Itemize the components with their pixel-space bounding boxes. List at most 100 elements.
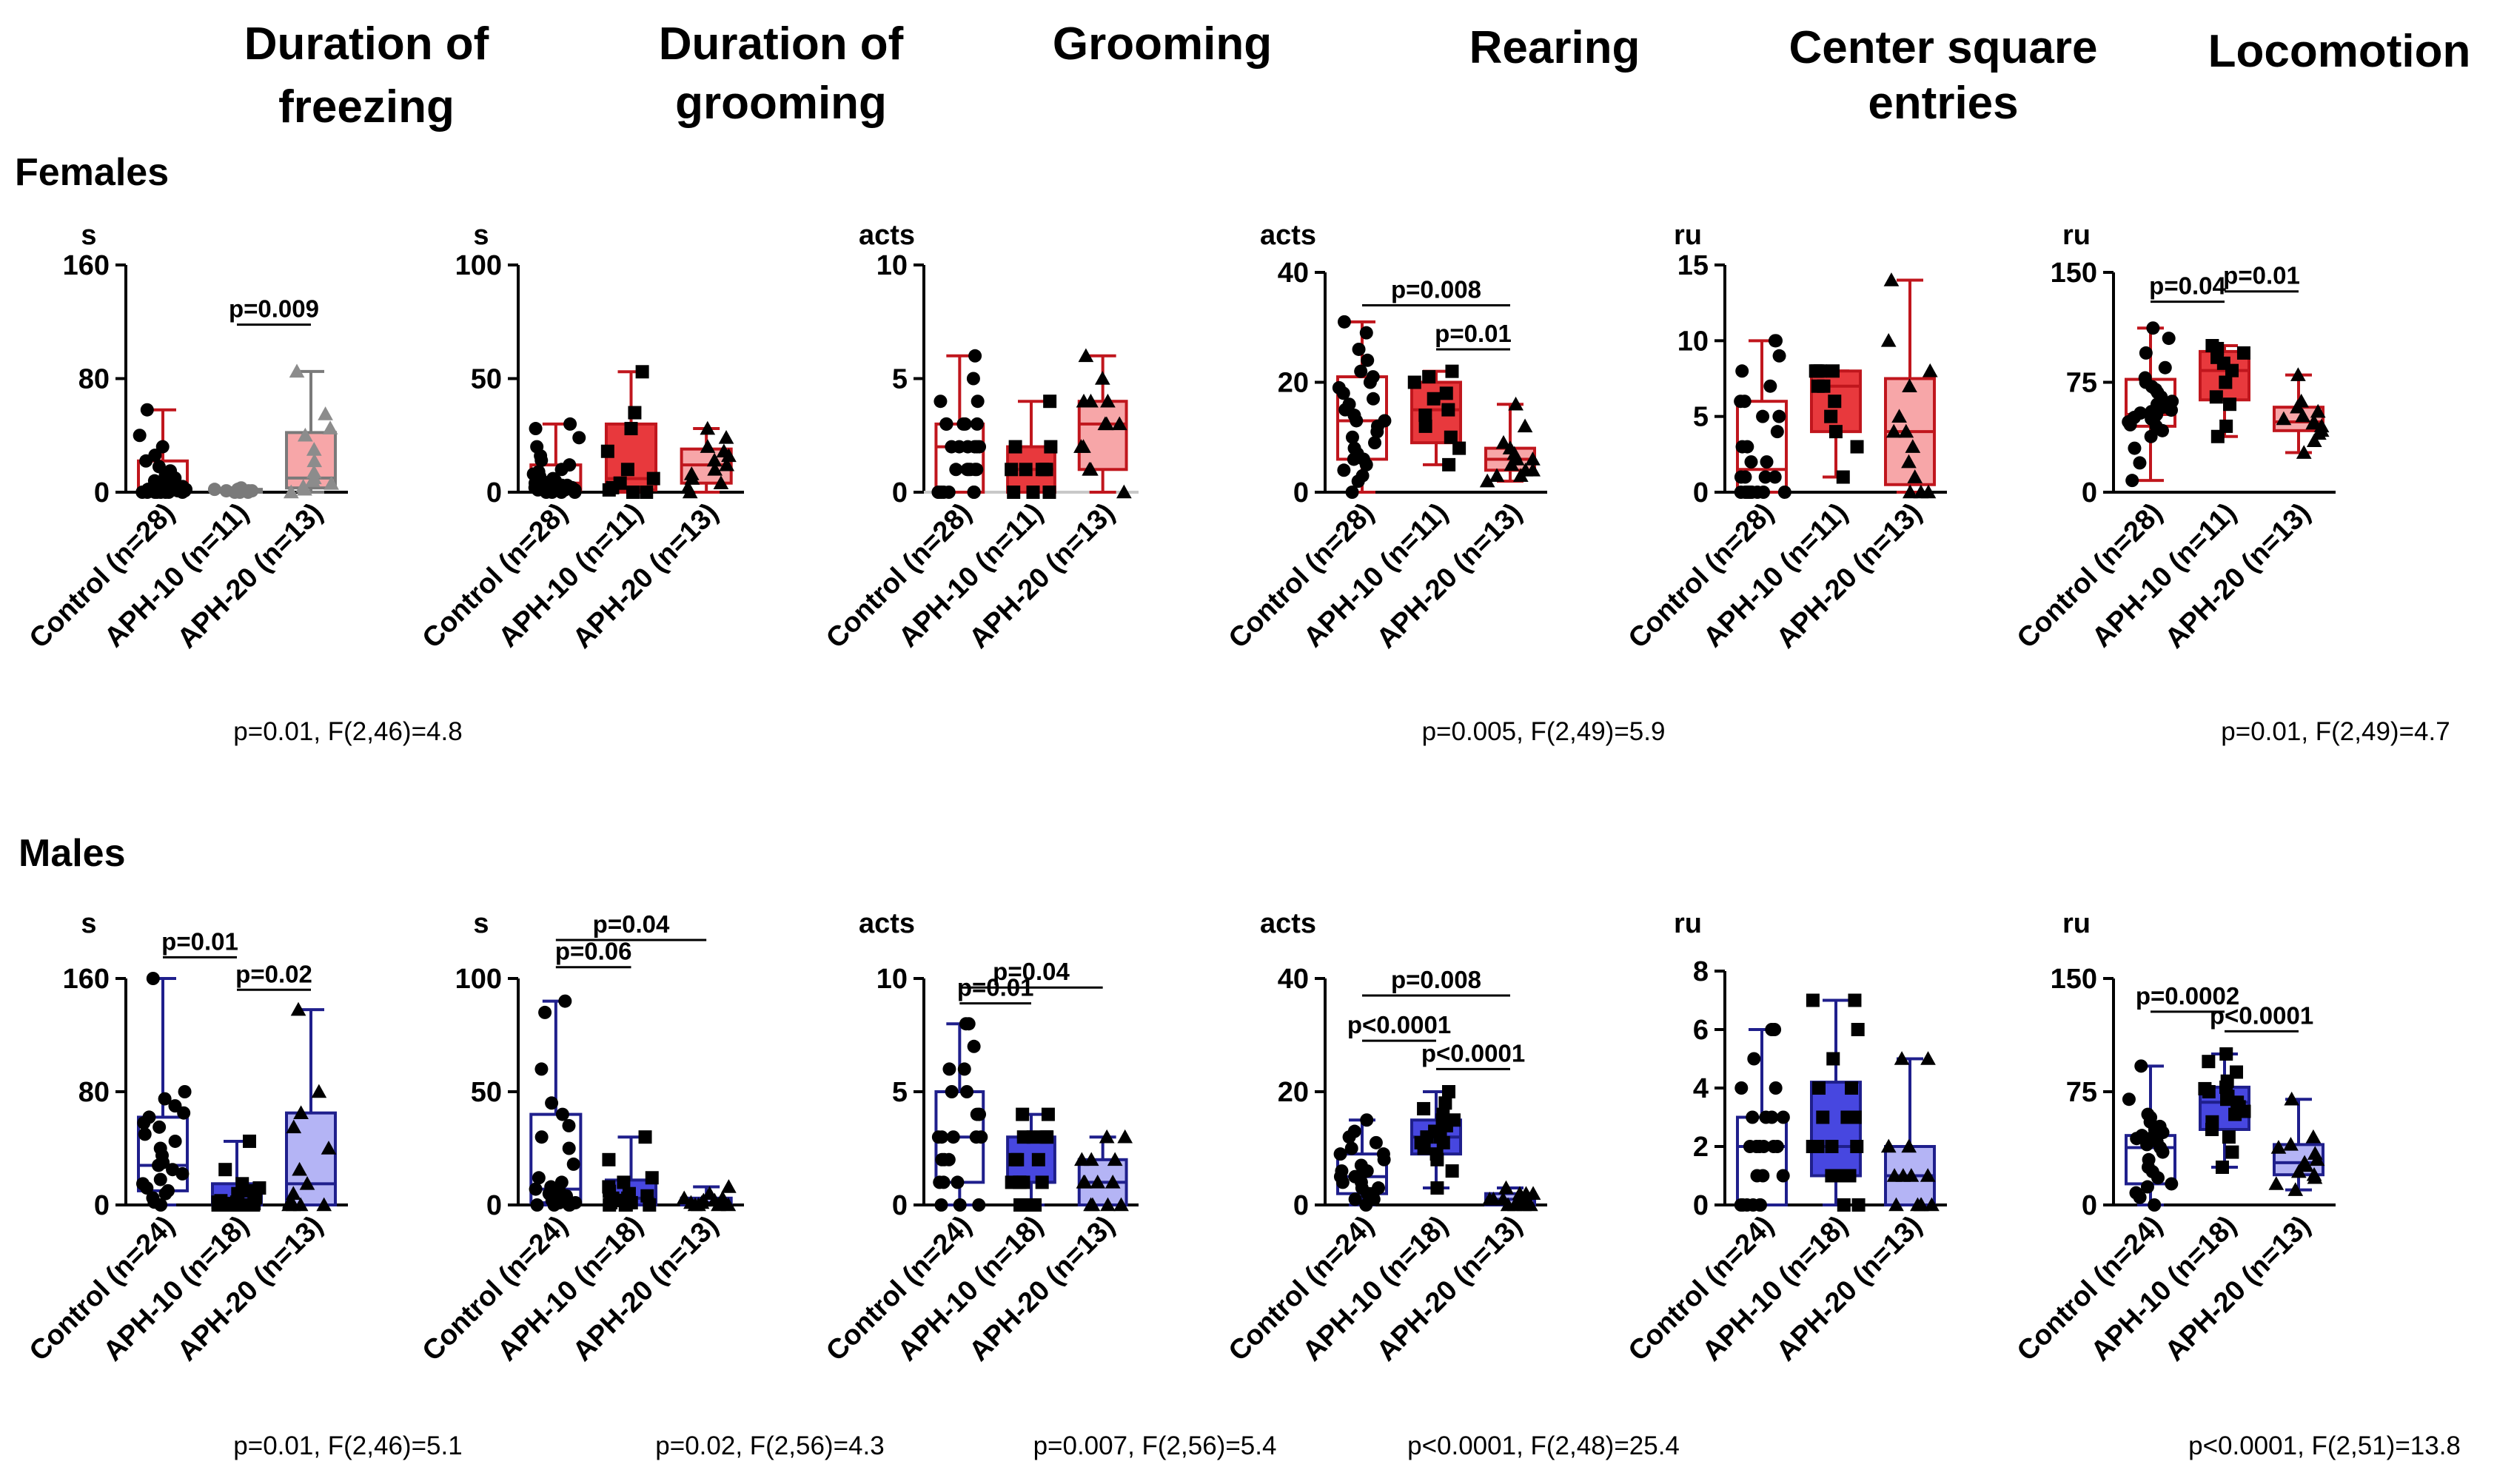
data-point <box>2270 1140 2287 1154</box>
data-point <box>935 1152 949 1166</box>
data-point <box>1825 1169 1839 1183</box>
data-point <box>1111 416 1127 431</box>
data-point <box>2296 445 2312 459</box>
y-unit-label: s <box>473 220 489 251</box>
data-point <box>138 1127 152 1141</box>
anova-stat: p=0.007, F(2,56)=5.4 <box>1033 1431 1277 1460</box>
y-tick-label: 5 <box>892 1077 908 1108</box>
data-point <box>968 349 982 363</box>
data-point <box>152 1120 167 1134</box>
data-point <box>1429 1147 1444 1161</box>
y-tick-label: 50 <box>471 1077 502 1108</box>
data-point <box>546 471 560 486</box>
data-point <box>1901 454 1917 469</box>
data-point <box>1097 416 1113 431</box>
significance-label-2: p=0.008 <box>1391 966 1481 993</box>
data-point <box>1840 1110 1854 1124</box>
data-point <box>168 1099 182 1113</box>
y-tick-label: 0 <box>486 1190 502 1221</box>
data-point <box>2158 360 2172 375</box>
data-point <box>2162 332 2176 346</box>
data-point <box>322 420 338 434</box>
data-point <box>218 1163 232 1177</box>
data-point <box>1812 1081 1826 1095</box>
data-point <box>1361 353 1375 367</box>
data-point <box>967 1039 981 1053</box>
data-point <box>1770 425 1784 439</box>
y-unit-label: ru <box>1674 908 1702 939</box>
data-point <box>973 440 987 454</box>
data-point <box>2295 408 2311 423</box>
y-tick-label: 80 <box>78 364 110 395</box>
data-point <box>1376 1147 1390 1161</box>
row-label-females: Females <box>15 151 169 194</box>
data-point <box>1041 1107 1055 1121</box>
y-tick-label: 10 <box>876 964 908 995</box>
y-tick-label: 100 <box>455 250 502 281</box>
data-point <box>1902 484 1918 499</box>
data-point <box>1763 379 1777 393</box>
data-point <box>1824 409 1838 423</box>
data-point <box>1444 430 1458 444</box>
y-unit-label: s <box>473 908 489 939</box>
data-point <box>1920 1168 1936 1182</box>
data-point <box>207 483 221 497</box>
data-point <box>628 406 642 420</box>
box-0 <box>529 994 583 1212</box>
data-point <box>2142 1152 2156 1166</box>
data-point <box>146 1191 160 1205</box>
data-point <box>555 1107 569 1121</box>
data-point <box>1074 1152 1090 1166</box>
data-point <box>2215 1161 2229 1174</box>
y-unit-label: acts <box>859 908 915 939</box>
data-point <box>602 1180 616 1194</box>
y-tick-label: 0 <box>892 1190 908 1221</box>
data-point <box>534 1130 549 1144</box>
data-point <box>1116 484 1132 499</box>
data-point <box>318 406 333 420</box>
data-point <box>299 1175 315 1190</box>
data-point <box>1920 1051 1936 1065</box>
data-point <box>1806 993 1820 1007</box>
data-point <box>2133 406 2148 420</box>
data-point <box>293 1105 309 1119</box>
anova-stat: p=0.005, F(2,49)=5.9 <box>1422 717 1666 746</box>
row-label-males: Males <box>19 832 126 875</box>
y-unit-label: ru <box>2062 908 2091 939</box>
data-point <box>2165 1177 2179 1191</box>
data-point <box>1902 378 1917 393</box>
data-point <box>620 463 634 477</box>
data-point <box>2198 1081 2212 1095</box>
column-title-1-line-0: Duration of <box>659 19 904 70</box>
data-point <box>1347 1124 1361 1138</box>
data-point <box>1436 1107 1450 1121</box>
box-iqr <box>1736 1115 1788 1206</box>
data-point <box>529 1182 543 1196</box>
data-point <box>1035 1175 1049 1189</box>
data-point <box>1430 1181 1444 1195</box>
data-point <box>2146 321 2160 335</box>
y-tick-label: 20 <box>1278 1077 1309 1108</box>
box-2 <box>676 1179 737 1212</box>
data-point <box>1769 1081 1783 1095</box>
y-tick-label: 0 <box>94 1190 110 1221</box>
data-point <box>1811 379 1825 393</box>
data-point <box>1888 1197 1904 1212</box>
data-point <box>933 1175 947 1189</box>
data-point <box>283 484 299 499</box>
data-point <box>1910 1197 1925 1212</box>
data-point <box>2223 397 2237 412</box>
y-tick-label: 160 <box>63 964 110 995</box>
data-point <box>953 1198 967 1212</box>
data-point <box>1757 1140 1771 1153</box>
significance-label-0: p=0.01 <box>161 927 238 955</box>
data-point <box>2202 1055 2216 1069</box>
data-point <box>1758 470 1772 484</box>
data-point <box>1836 470 1850 484</box>
significance-label-1: p=0.01 <box>1435 320 1512 347</box>
data-point <box>1369 1135 1383 1149</box>
data-point <box>1367 392 1381 406</box>
